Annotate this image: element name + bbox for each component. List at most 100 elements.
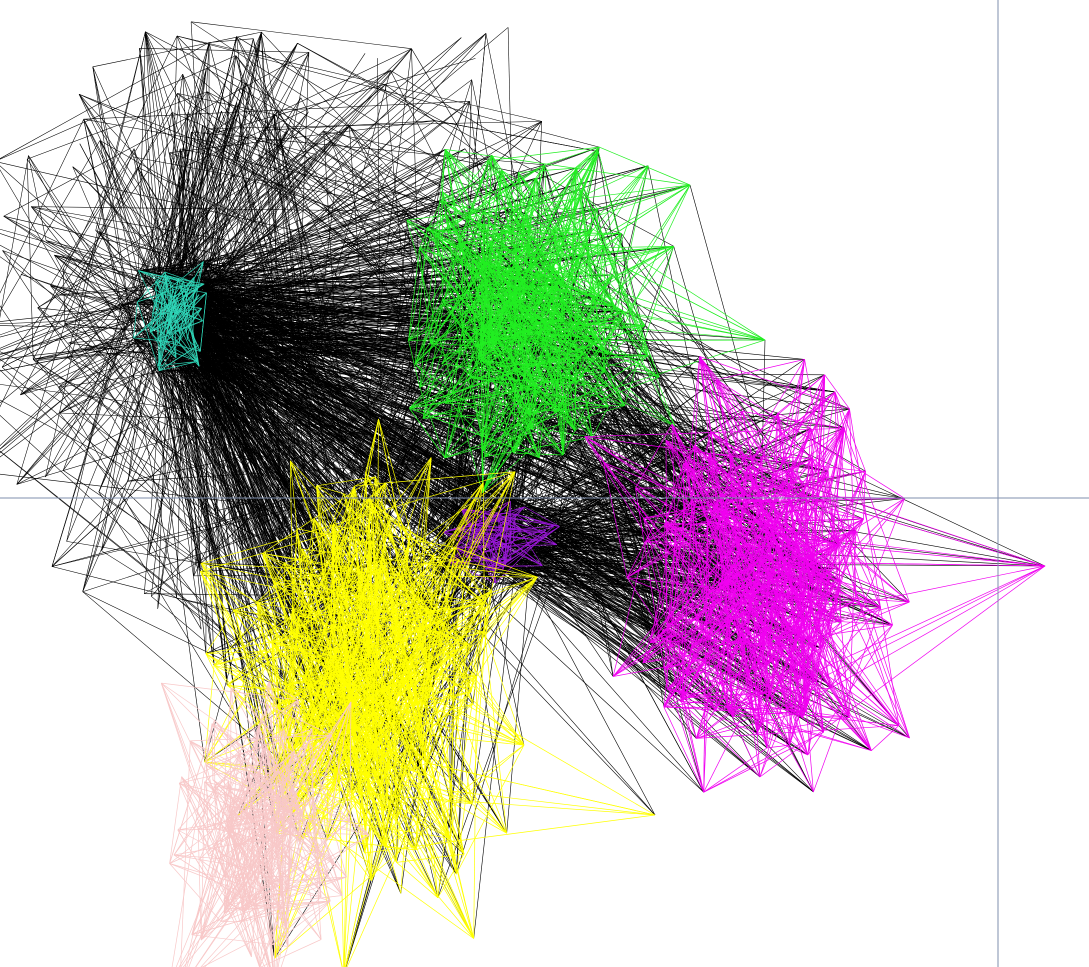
green-cluster-edge <box>496 249 569 416</box>
magenta-cluster-edge <box>787 502 821 648</box>
yellow-cluster-edge <box>205 609 235 654</box>
magenta-cluster-edge <box>584 427 845 437</box>
inter-cluster-edge <box>203 261 494 542</box>
green-cluster-edge <box>485 436 593 457</box>
magenta-cluster-edge <box>772 531 815 558</box>
green-cluster-edge <box>562 167 577 280</box>
teal-cluster-edge <box>157 329 172 366</box>
yellow-cluster-edge <box>365 530 411 779</box>
yellow-cluster-edge <box>450 602 484 610</box>
pink-cluster-edge <box>253 900 331 907</box>
inter-cluster-edge <box>72 166 204 262</box>
magenta-cluster-edge <box>787 535 807 710</box>
green-cluster-edge <box>484 283 558 457</box>
magenta-cluster-edge <box>699 356 726 580</box>
purple-cluster-edge <box>458 528 547 534</box>
green-cluster-edge <box>536 391 609 408</box>
inter-cluster-edge <box>63 73 183 269</box>
magenta-cluster-edge <box>691 505 695 649</box>
green-cluster-edge <box>623 311 649 356</box>
yellow-cluster-edge <box>359 576 538 775</box>
inter-cluster-edge <box>0 399 291 555</box>
green-cluster-edge <box>406 184 691 221</box>
purple-cluster-edge <box>455 543 507 549</box>
green-cluster-edge <box>513 322 532 454</box>
magenta-cluster-edge <box>645 486 806 542</box>
inter-cluster-edge <box>0 228 168 276</box>
green-cluster-edge <box>408 230 432 341</box>
magenta-cluster-edge <box>667 688 872 751</box>
purple-cluster-edge <box>482 517 507 553</box>
magenta-cluster-edge <box>667 688 795 712</box>
inter-cluster-edge <box>448 345 476 563</box>
magenta-cluster-edge <box>664 571 830 670</box>
green-cluster-edge <box>538 236 563 458</box>
green-cluster-edge <box>491 167 577 324</box>
green-cluster-edge <box>580 189 598 210</box>
inter-cluster-edge <box>50 285 297 614</box>
teal-cluster-edge <box>152 275 168 314</box>
magenta-cluster-edge <box>766 744 790 749</box>
yellow-cluster-edge <box>385 846 416 851</box>
yellow-cluster-edge <box>378 418 465 855</box>
pink-cluster-edge <box>180 740 191 967</box>
magenta-cluster-edge <box>660 486 806 636</box>
inter-cluster-edge <box>51 488 374 567</box>
green-cluster-edge <box>419 248 431 343</box>
yellow-cluster-edge <box>281 730 376 778</box>
yellow-cluster-edge <box>385 482 472 692</box>
magenta-cluster-edge <box>707 499 755 522</box>
inter-cluster-edge <box>202 125 205 285</box>
teal-cluster-edge <box>179 326 200 367</box>
green-cluster-edge <box>445 213 474 304</box>
purple-cluster-edge <box>521 525 554 530</box>
green-cluster-edge <box>444 376 471 459</box>
magenta-cluster-edge <box>736 571 830 575</box>
inter-cluster-edge <box>178 52 310 279</box>
inter-cluster-edge <box>385 219 408 484</box>
magenta-cluster-edge <box>777 413 825 733</box>
magenta-cluster-edge <box>804 359 839 546</box>
inter-cluster-edge <box>72 166 200 295</box>
inter-cluster-edge <box>78 94 205 285</box>
inter-cluster-edge <box>327 243 460 662</box>
pink-cluster-edge <box>206 725 259 766</box>
pink-cluster-edge <box>268 681 280 851</box>
inter-cluster-edge <box>67 356 311 575</box>
green-cluster-edge <box>431 229 593 231</box>
teal-cluster-edge <box>178 334 181 343</box>
inter-cluster-edge <box>261 31 460 244</box>
yellow-cluster-edge <box>427 554 434 669</box>
magenta-cluster-edge <box>752 586 767 666</box>
magenta-cluster-edge <box>811 374 826 563</box>
yellow-cluster-edge <box>343 726 524 746</box>
magenta-cluster-edge <box>682 697 872 751</box>
teal-cluster-edge <box>133 317 160 339</box>
inter-cluster-edge <box>209 38 254 43</box>
teal-cluster-edge <box>199 292 207 352</box>
pink-cluster-edge <box>268 681 299 701</box>
inter-cluster-edge <box>175 470 217 549</box>
inter-cluster-edge <box>198 33 487 295</box>
yellow-cluster-edge <box>335 736 507 834</box>
pink-cluster-edge <box>312 797 370 836</box>
inter-cluster-edge <box>97 166 186 407</box>
purple-cluster-edge <box>511 517 543 566</box>
purple-cluster-edge <box>461 508 560 527</box>
inter-cluster-edge <box>512 356 700 544</box>
yellow-cluster-edge <box>285 572 400 804</box>
green-cluster-edge <box>478 170 503 358</box>
magenta-cluster-edge <box>824 374 850 410</box>
green-cluster-edge <box>530 146 600 323</box>
inter-cluster-edge <box>529 386 845 429</box>
green-cluster-edge <box>491 154 503 171</box>
magenta-cluster-edge <box>753 586 893 626</box>
green-cluster-edge <box>483 331 660 378</box>
magenta-cluster-edge <box>849 408 900 726</box>
purple-cluster-edge <box>490 561 494 572</box>
magenta-cluster-edge <box>671 424 682 702</box>
magenta-cluster-edge <box>834 391 857 601</box>
yellow-cluster-edge <box>289 460 314 689</box>
